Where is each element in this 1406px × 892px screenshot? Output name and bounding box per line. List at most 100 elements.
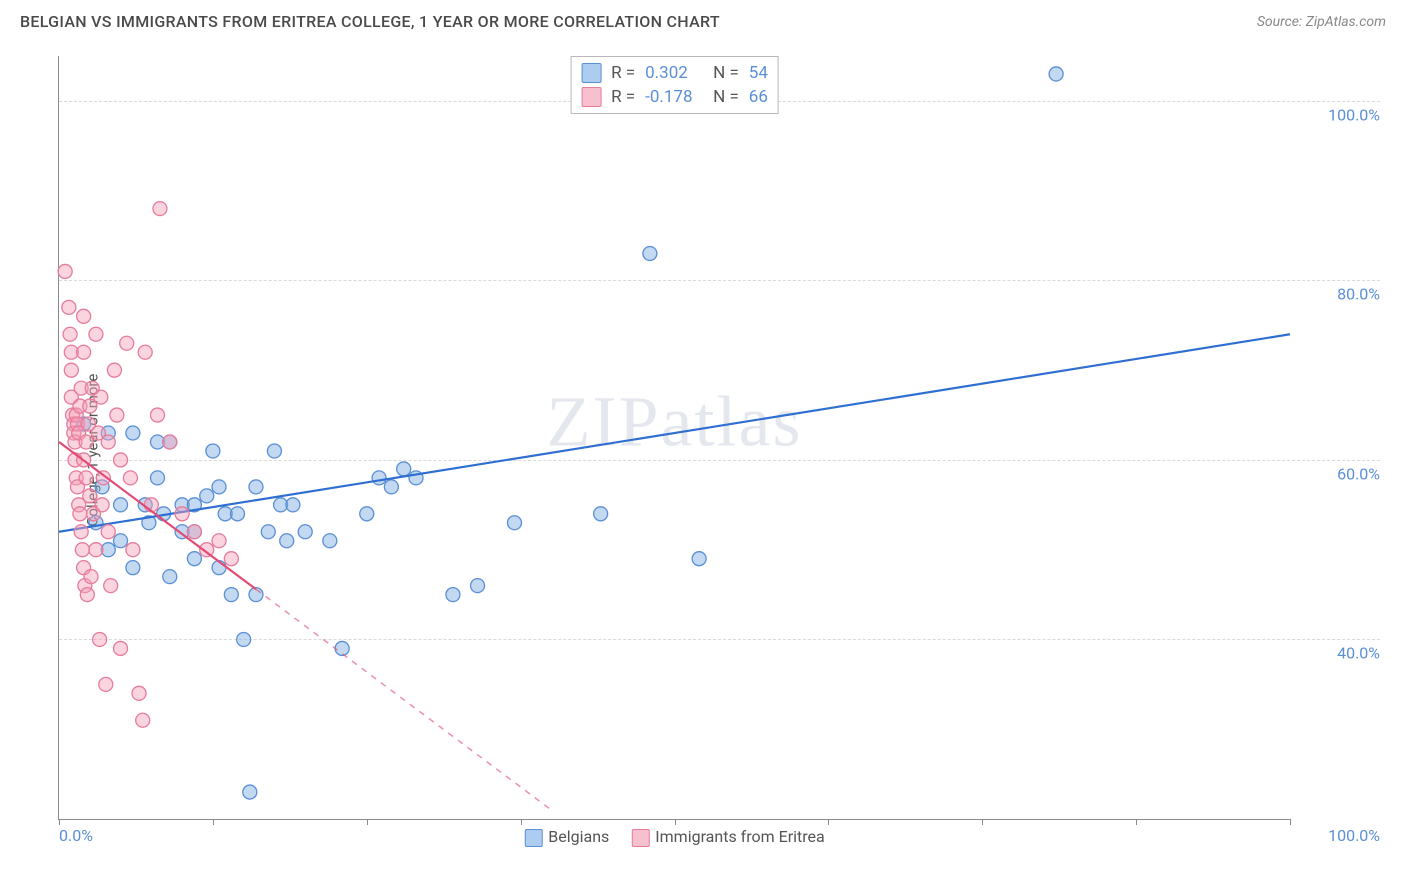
scatter-point xyxy=(77,309,91,323)
scatter-point xyxy=(335,641,349,655)
plot-area: ZIPatlas 40.0%60.0%80.0%100.0% 0.0% 100.… xyxy=(58,56,1290,820)
scatter-point xyxy=(94,390,108,404)
x-tick xyxy=(213,819,214,825)
legend-item: Belgians xyxy=(524,827,609,847)
scatter-point xyxy=(150,408,164,422)
scatter-point xyxy=(104,579,118,593)
r-label: R = xyxy=(611,63,635,83)
legend-swatch xyxy=(524,829,542,847)
scatter-point xyxy=(471,579,485,593)
x-tick xyxy=(675,819,676,825)
scatter-point xyxy=(132,686,146,700)
scatter-point xyxy=(120,336,134,350)
scatter-point xyxy=(89,543,103,557)
scatter-point xyxy=(507,516,521,530)
scatter-point xyxy=(372,471,386,485)
scatter-point xyxy=(200,489,214,503)
scatter-point xyxy=(114,641,128,655)
scatter-point xyxy=(163,570,177,584)
scatter-point xyxy=(243,785,257,799)
scatter-point xyxy=(79,435,93,449)
scatter-point xyxy=(64,363,78,377)
scatter-point xyxy=(212,534,226,548)
r-value: 0.302 xyxy=(645,63,703,83)
x-tick xyxy=(1136,819,1137,825)
scatter-point xyxy=(93,632,107,646)
scatter-point xyxy=(114,453,128,467)
scatter-point xyxy=(101,525,115,539)
scatter-point xyxy=(249,480,263,494)
scatter-point xyxy=(187,525,201,539)
scatter-point xyxy=(397,462,411,476)
scatter-point xyxy=(95,498,109,512)
scatter-point xyxy=(73,507,87,521)
scatter-point xyxy=(446,588,460,602)
scatter-point xyxy=(126,426,140,440)
scatter-point xyxy=(1049,67,1063,81)
scatter-point xyxy=(212,480,226,494)
scatter-point xyxy=(187,552,201,566)
legend-swatch xyxy=(581,87,601,107)
scatter-point xyxy=(138,345,152,359)
scatter-point xyxy=(224,588,238,602)
scatter-point xyxy=(62,300,76,314)
r-value: -0.178 xyxy=(645,87,703,107)
legend-label: Immigrants from Eritrea xyxy=(655,827,824,846)
scatter-point xyxy=(163,435,177,449)
bottom-legend: Belgians Immigrants from Eritrea xyxy=(524,827,824,847)
scatter-point xyxy=(384,480,398,494)
scatter-svg xyxy=(59,56,1290,819)
scatter-point xyxy=(323,534,337,548)
scatter-point xyxy=(107,363,121,377)
scatter-point xyxy=(75,543,89,557)
trend-line xyxy=(59,334,1290,531)
scatter-point xyxy=(79,471,93,485)
legend-item: Immigrants from Eritrea xyxy=(631,827,824,847)
correlation-stats-box: R =0.302N =54R =-0.178N =66 xyxy=(570,56,779,114)
chart-title: BELGIAN VS IMMIGRANTS FROM ERITREA COLLE… xyxy=(20,12,720,31)
n-value: 54 xyxy=(749,63,768,83)
scatter-point xyxy=(237,632,251,646)
y-tick-label: 60.0% xyxy=(1296,464,1380,483)
n-value: 66 xyxy=(749,87,768,107)
x-axis-min-label: 0.0% xyxy=(59,826,93,845)
scatter-point xyxy=(84,570,98,584)
scatter-point xyxy=(123,471,137,485)
scatter-point xyxy=(101,435,115,449)
scatter-point xyxy=(89,327,103,341)
trend-line-extrapolated xyxy=(256,589,551,810)
scatter-point xyxy=(692,552,706,566)
legend-swatch xyxy=(631,829,649,847)
scatter-point xyxy=(83,489,97,503)
scatter-point xyxy=(230,507,244,521)
scatter-point xyxy=(286,498,300,512)
scatter-point xyxy=(153,202,167,216)
scatter-point xyxy=(99,677,113,691)
legend-swatch xyxy=(581,63,601,83)
scatter-point xyxy=(126,543,140,557)
scatter-point xyxy=(58,264,72,278)
scatter-point xyxy=(114,534,128,548)
x-tick xyxy=(982,819,983,825)
scatter-point xyxy=(280,534,294,548)
stats-row: R =0.302N =54 xyxy=(581,61,768,85)
scatter-point xyxy=(267,444,281,458)
y-tick-label: 40.0% xyxy=(1296,644,1380,663)
scatter-point xyxy=(74,525,88,539)
x-tick xyxy=(59,819,60,825)
scatter-point xyxy=(63,327,77,341)
scatter-point xyxy=(150,471,164,485)
scatter-point xyxy=(110,408,124,422)
x-axis-max-label: 100.0% xyxy=(1328,826,1380,845)
scatter-point xyxy=(126,561,140,575)
chart-source: Source: ZipAtlas.com xyxy=(1257,14,1386,30)
x-tick xyxy=(521,819,522,825)
scatter-point xyxy=(80,588,94,602)
scatter-point xyxy=(594,507,608,521)
scatter-point xyxy=(643,246,657,260)
chart-container: College, 1 year or more ZIPatlas 40.0%60… xyxy=(44,48,1386,852)
stats-row: R =-0.178N =66 xyxy=(581,85,768,109)
x-tick xyxy=(367,819,368,825)
scatter-point xyxy=(136,713,150,727)
y-tick-label: 100.0% xyxy=(1296,105,1380,124)
